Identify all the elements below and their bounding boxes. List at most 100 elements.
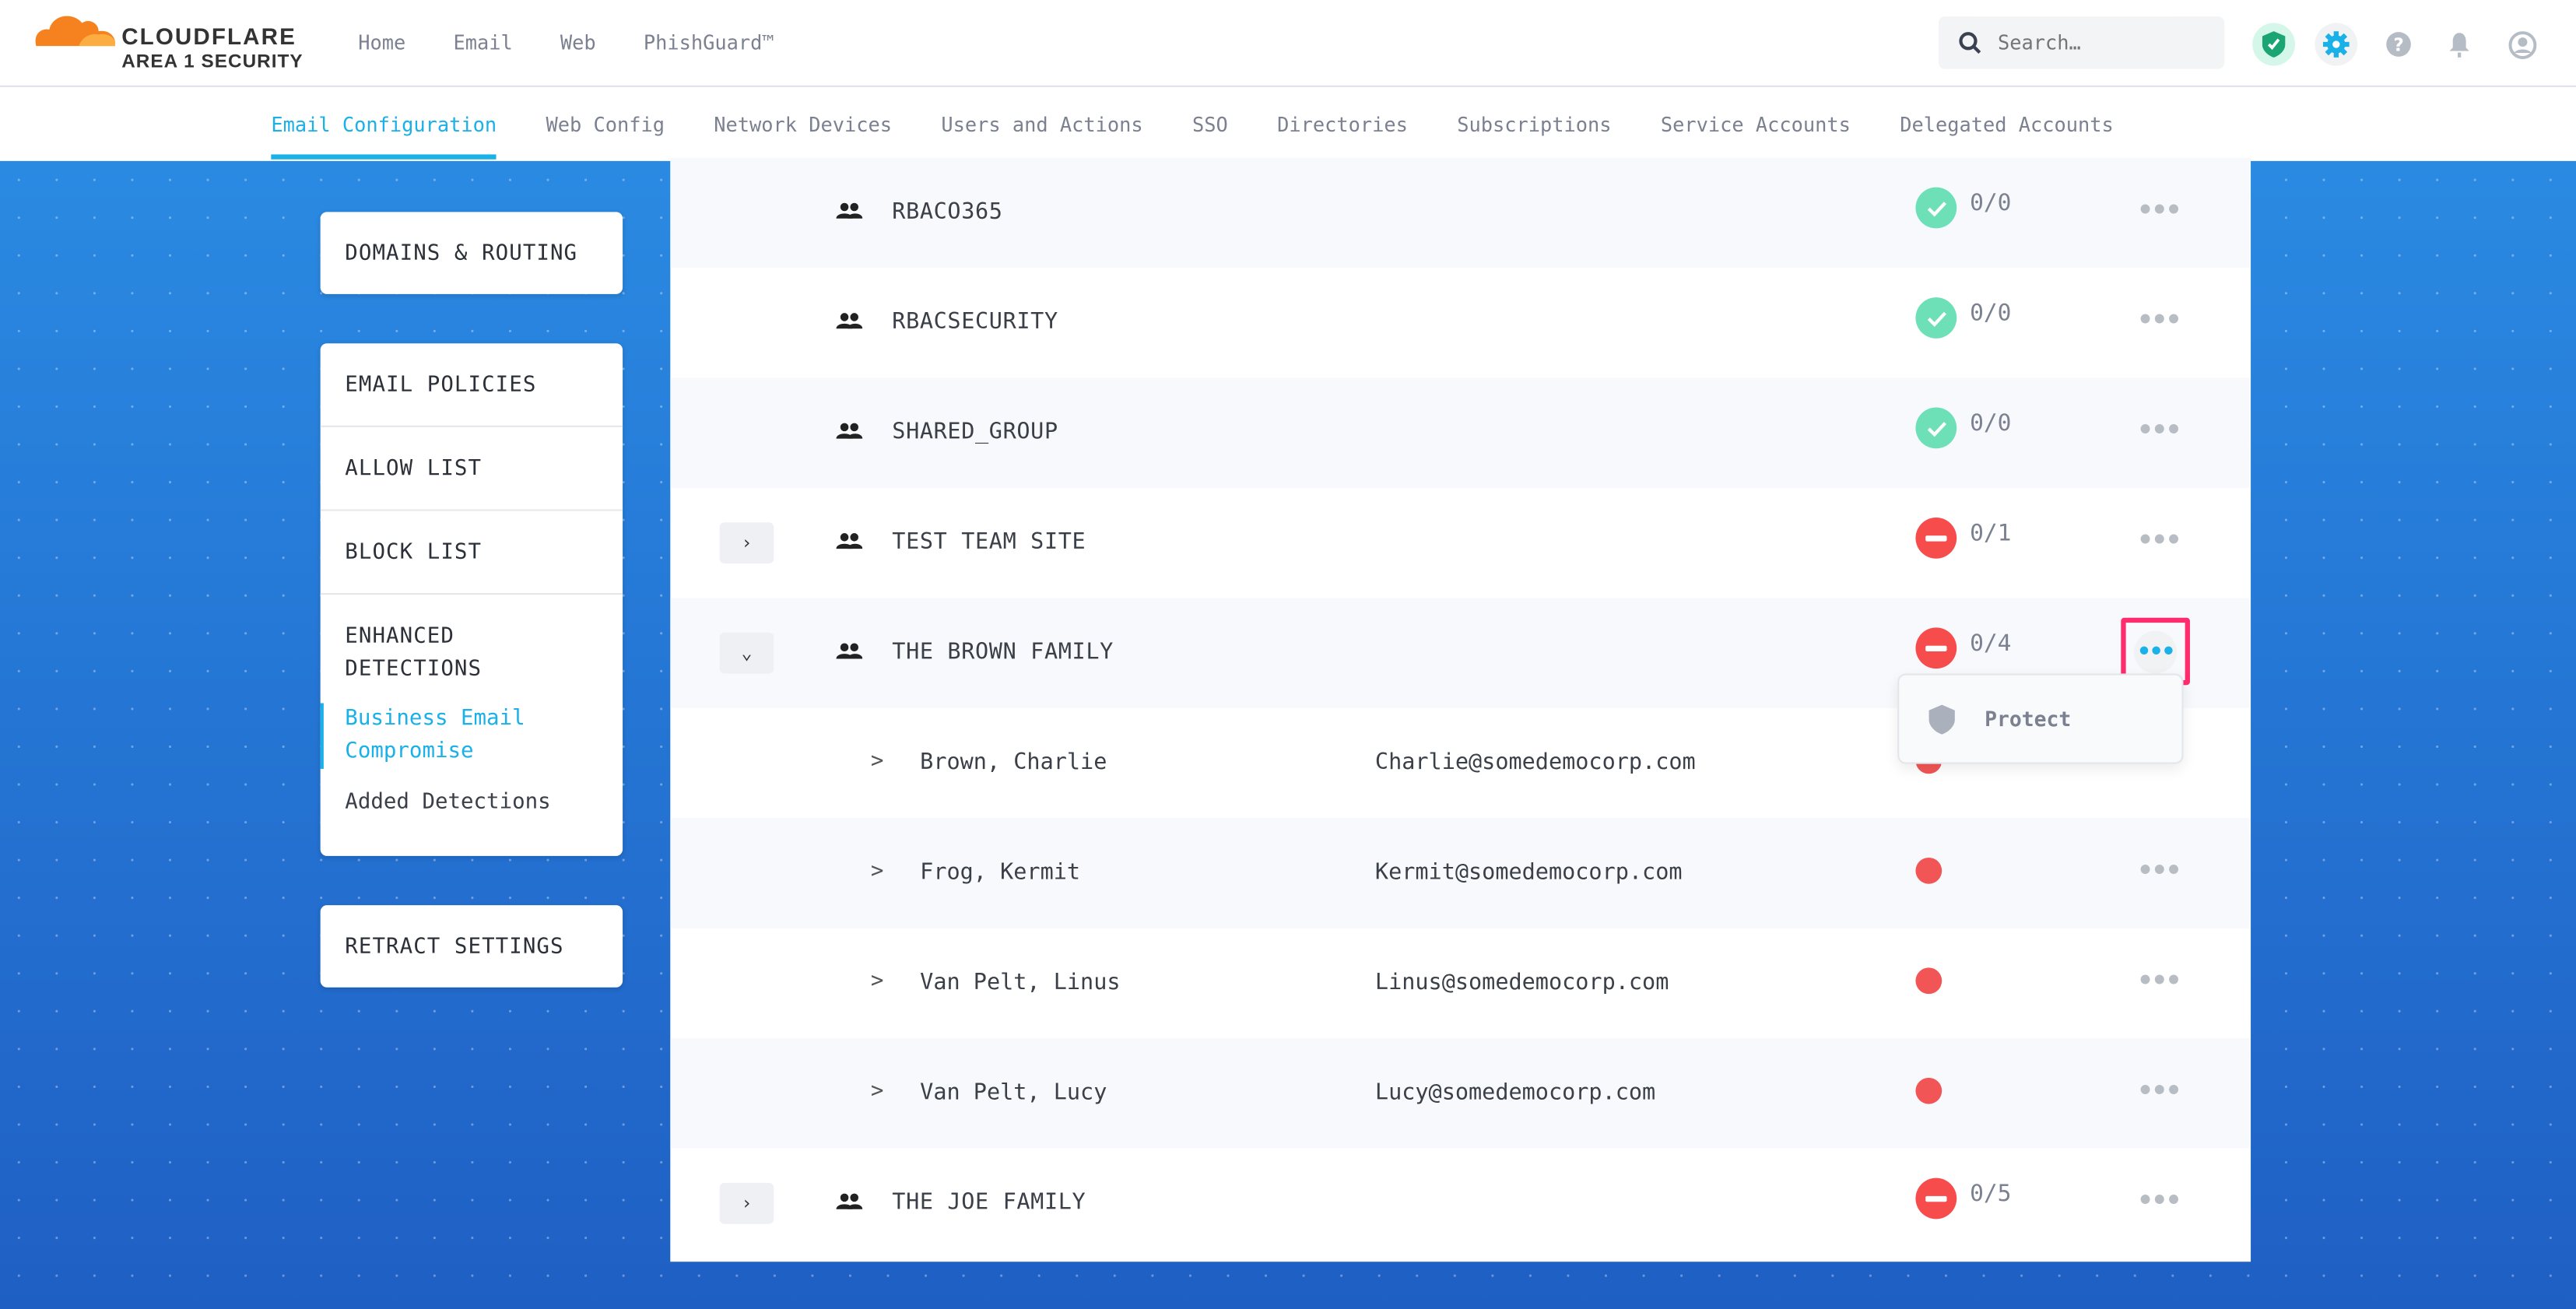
gear-icon[interactable]: [2315, 23, 2358, 66]
protected-count: 0/1: [1970, 521, 2012, 547]
top-header: CLOUDFLARE AREA 1 SECURITY Home Email We…: [0, 0, 2576, 87]
row-actions-button-highlighted[interactable]: •••: [2121, 617, 2190, 686]
check-circle-icon: [1915, 187, 1957, 229]
group-icon: [836, 533, 863, 549]
row-actions-button[interactable]: •••: [2137, 964, 2181, 996]
tab-users-and-actions[interactable]: Users and Actions: [941, 113, 1143, 137]
row-actions-button[interactable]: •••: [2137, 1184, 2181, 1216]
member-email: Lucy@somedemocorp.com: [1374, 1079, 1656, 1106]
member-expand-icon[interactable]: >: [870, 969, 884, 995]
group-icon: [836, 423, 863, 439]
tab-sso[interactable]: SSO: [1192, 113, 1228, 137]
row-actions-button[interactable]: •••: [2137, 854, 2181, 886]
member-row: > Van Pelt, Lucy Lucy@somedemocorp.com •••: [670, 1038, 2251, 1149]
member-row: > Frog, Kermit Kermit@somedemocorp.com •••: [670, 818, 2251, 928]
menu-item-protect[interactable]: Protect: [1985, 706, 2072, 732]
status-dot: [1915, 967, 1943, 995]
help-icon[interactable]: ?: [2378, 23, 2420, 66]
top-nav: Home Email Web PhishGuard™: [358, 31, 774, 54]
row-actions-button[interactable]: •••: [2137, 194, 2181, 226]
member-email: Linus@somedemocorp.com: [1374, 969, 1669, 996]
group-name: SHARED_GROUP: [892, 419, 1058, 446]
nav-email[interactable]: Email: [453, 31, 513, 54]
group-icon: [836, 313, 863, 329]
group-name: THE BROWN FAMILY: [892, 639, 1114, 665]
tab-web-config[interactable]: Web Config: [546, 113, 665, 137]
minus-circle-icon: [1915, 517, 1957, 559]
row-actions-menu: Protect: [1897, 673, 2184, 764]
row-actions-button[interactable]: •••: [2137, 304, 2181, 335]
group-name: THE JOE FAMILY: [892, 1189, 1086, 1216]
sidebar-card-policies: EMAIL POLICIES ALLOW LIST BLOCK LIST ENH…: [320, 343, 623, 856]
expand-button[interactable]: ›: [719, 522, 774, 564]
member-expand-icon[interactable]: >: [870, 749, 884, 774]
shield-check-icon[interactable]: [2252, 23, 2296, 66]
group-row: RBACO365 0/0 •••: [670, 157, 2251, 268]
status-dot: [1915, 1077, 1943, 1104]
nav-home[interactable]: Home: [358, 31, 406, 54]
sidebar-item-enhanced-detections[interactable]: ENHANCED DETECTIONS: [345, 624, 483, 683]
row-actions-button[interactable]: •••: [2137, 1074, 2181, 1106]
member-email: Kermit@somedemocorp.com: [1374, 859, 1683, 886]
group-icon: [836, 202, 863, 219]
collapse-button[interactable]: ⌄: [719, 632, 774, 674]
row-actions-button[interactable]: •••: [2137, 524, 2181, 556]
cloudflare-logo[interactable]: CLOUDFLARE AREA 1 SECURITY: [33, 10, 303, 72]
status-dot: [1915, 857, 1943, 884]
member-name: Frog, Kermit: [920, 859, 1081, 886]
tab-network-devices[interactable]: Network Devices: [714, 113, 893, 137]
sidebar-link-added-detections[interactable]: Added Detections: [345, 790, 551, 816]
tab-email-configuration[interactable]: Email Configuration: [271, 114, 497, 160]
member-expand-icon[interactable]: >: [870, 1079, 884, 1104]
group-icon: [836, 643, 863, 659]
row-actions-button[interactable]: •••: [2137, 413, 2181, 446]
sidebar-card-retract: RETRACT SETTINGS: [320, 905, 623, 988]
bell-icon[interactable]: [2438, 23, 2481, 66]
group-name: RBACSECURITY: [892, 308, 1058, 335]
group-name: TEST TEAM SITE: [892, 528, 1086, 556]
sidebar-item-retract-settings[interactable]: RETRACT SETTINGS: [345, 934, 564, 959]
member-row: > Van Pelt, Linus Linus@somedemocorp.com ••…: [670, 928, 2251, 1038]
nav-web[interactable]: Web: [560, 31, 596, 54]
tab-service-accounts[interactable]: Service Accounts: [1660, 113, 1851, 137]
cloud-icon: [35, 16, 116, 47]
search-input[interactable]: [1997, 31, 2195, 54]
sidebar-item-email-policies[interactable]: EMAIL POLICIES: [320, 343, 623, 427]
member-email: Charlie@somedemocorp.com: [1374, 749, 1696, 776]
svg-text:?: ?: [2393, 34, 2403, 55]
member-expand-icon[interactable]: >: [870, 859, 884, 884]
sidebar-item-allow-list[interactable]: ALLOW LIST: [320, 427, 623, 511]
protected-count: 0/4: [1970, 630, 2012, 658]
member-name: Van Pelt, Linus: [920, 969, 1121, 996]
member-name: Van Pelt, Lucy: [920, 1079, 1107, 1106]
shield-icon: [1928, 704, 1955, 734]
sidebar-item-domains[interactable]: DOMAINS & ROUTING: [345, 240, 578, 265]
group-row: SHARED_GROUP 0/0 •••: [670, 377, 2251, 488]
sidebar-item-block-list[interactable]: BLOCK LIST: [320, 511, 623, 595]
protected-count: 0/5: [1970, 1181, 2012, 1208]
check-circle-icon: [1915, 407, 1957, 449]
group-row: › TEST TEAM SITE 0/1 •••: [670, 488, 2251, 598]
protected-count: 0/0: [1970, 300, 2012, 328]
user-avatar-icon[interactable]: [2501, 23, 2543, 66]
brand-name: CLOUDFLARE: [121, 23, 297, 50]
sidebar-link-bec[interactable]: Business Email Compromise: [320, 703, 623, 769]
protected-count: 0/0: [1970, 190, 2012, 217]
nav-phishguard[interactable]: PhishGuard™: [643, 31, 774, 54]
search-icon: [1959, 32, 1981, 54]
member-name: Brown, Charlie: [920, 749, 1107, 776]
brand-sub: AREA 1 SECURITY: [121, 52, 304, 72]
group-name: RBACO365: [892, 198, 1003, 226]
sub-nav: Email Configuration Web Config Network Dev…: [0, 88, 2576, 161]
expand-button[interactable]: ›: [719, 1182, 774, 1224]
group-row: ⌄ THE BROWN FAMILY 0/4: [670, 598, 2251, 708]
tab-directories[interactable]: Directories: [1277, 113, 1408, 137]
tab-delegated-accounts[interactable]: Delegated Accounts: [1900, 113, 2114, 137]
minus-circle-icon: [1915, 1177, 1957, 1220]
check-circle-icon: [1915, 297, 1957, 339]
protected-count: 0/0: [1970, 410, 2012, 437]
search-box[interactable]: [1938, 16, 2225, 69]
group-row: › THE JOE FAMILY 0/5 •••: [670, 1149, 2251, 1258]
group-row: RBACSECURITY 0/0 •••: [670, 268, 2251, 377]
tab-subscriptions[interactable]: Subscriptions: [1457, 113, 1612, 137]
